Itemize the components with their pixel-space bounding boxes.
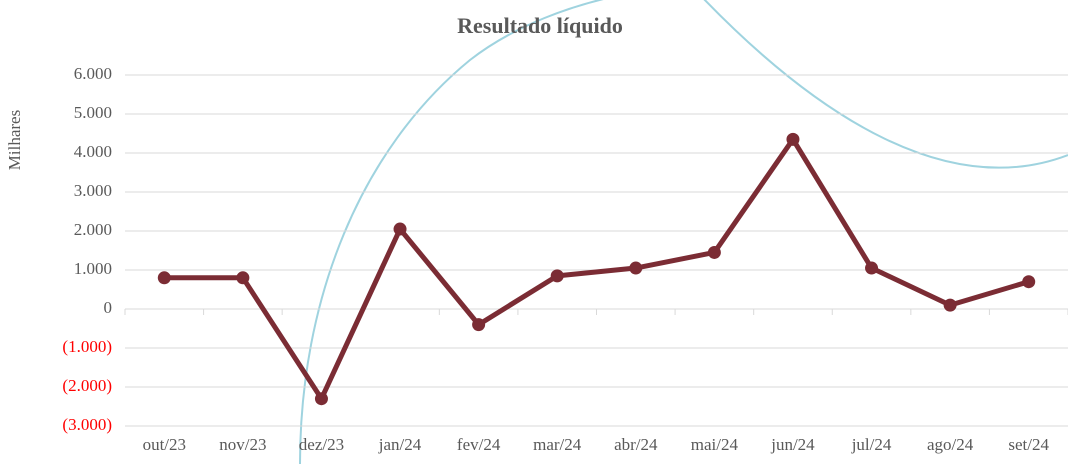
- x-tick-label: jun/24: [770, 435, 815, 454]
- data-point: [472, 318, 486, 332]
- x-tick-label: abr/24: [614, 435, 658, 454]
- data-point: [1022, 275, 1036, 289]
- y-tick-label: 1.000: [74, 259, 112, 278]
- x-tick-label: jul/24: [851, 435, 892, 454]
- y-tick-label: 6.000: [74, 64, 112, 83]
- y-tick-label: 5.000: [74, 103, 112, 122]
- data-point: [865, 261, 879, 275]
- x-tick-label: fev/24: [457, 435, 501, 454]
- x-tick-label: jan/24: [378, 435, 422, 454]
- x-tick-label: mar/24: [533, 435, 582, 454]
- chart-title: Resultado líquido: [457, 13, 623, 38]
- y-tick-label: 4.000: [74, 142, 112, 161]
- data-point: [393, 222, 407, 236]
- x-tick-label: out/23: [143, 435, 186, 454]
- y-tick-label: (1.000): [62, 337, 112, 356]
- y-tick-label: (3.000): [62, 415, 112, 434]
- x-tick-label: nov/23: [219, 435, 266, 454]
- data-point: [786, 132, 800, 146]
- data-point: [314, 392, 328, 406]
- data-point: [707, 245, 721, 259]
- y-tick-label: 3.000: [74, 181, 112, 200]
- decor-arc: [299, 0, 605, 464]
- series-line: [164, 136, 1030, 402]
- data-point: [629, 261, 643, 275]
- y-tick-label: 2.000: [74, 220, 112, 239]
- decor-arc: [703, 0, 1068, 169]
- y-tick-label: 0: [104, 298, 113, 317]
- x-tick-label: dez/23: [299, 435, 344, 454]
- data-point: [550, 269, 564, 283]
- x-tick-label: ago/24: [927, 435, 974, 454]
- y-tick-label: (2.000): [62, 376, 112, 395]
- data-point: [157, 271, 171, 285]
- x-tick-label: set/24: [1008, 435, 1049, 454]
- y-axis-label: Milhares: [5, 110, 24, 170]
- data-point: [236, 271, 250, 285]
- x-tick-label: mai/24: [691, 435, 739, 454]
- data-point: [943, 298, 957, 312]
